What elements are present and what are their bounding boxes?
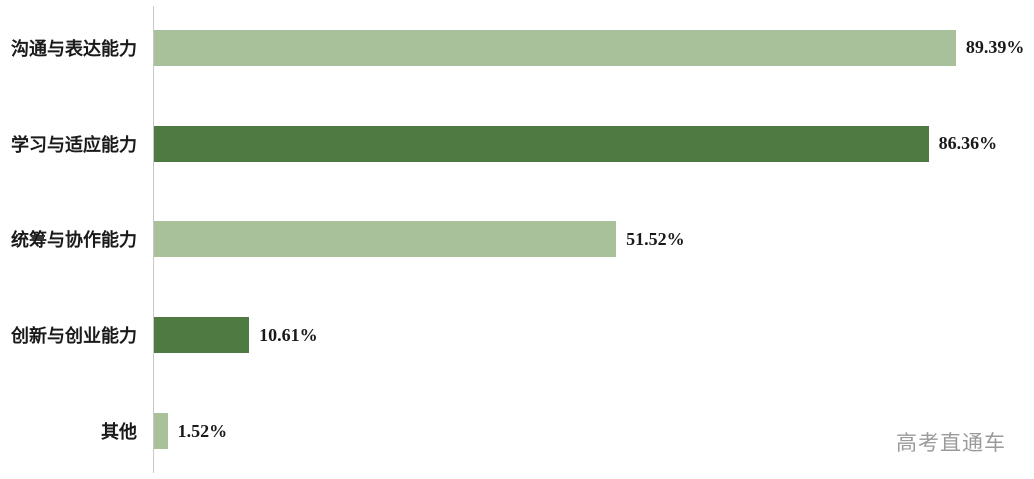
value-label: 86.36% [938,133,998,154]
value-label: 89.39% [965,37,1025,58]
bar-row: 学习与适应能力 86.36% [0,96,1034,192]
bar [154,125,929,162]
category-label: 学习与适应能力 [11,134,137,155]
bar-row: 沟通与表达能力 89.39% [0,0,1034,96]
bar-area: 1.52% [153,413,1034,450]
category-label: 创新与创业能力 [11,326,137,347]
value-label: 10.61% [259,324,318,345]
category-label: 沟通与表达能力 [11,38,137,59]
bar-row: 统筹与协作能力 51.52% [0,192,1034,288]
value-label: 51.52% [626,228,685,249]
bar-area: 51.52% [153,221,1034,258]
y-axis-line [153,6,154,473]
bar-row: 创新与创业能力 10.61% [0,287,1034,383]
bar [154,221,617,258]
bar [154,413,168,450]
value-label: 1.52% [177,420,228,441]
watermark: 高考直通车 [896,432,1006,455]
bar [154,29,956,66]
bar [154,317,250,354]
bar-area: 86.36% [153,125,1034,162]
bar-area: 89.39% [153,29,1034,66]
category-label: 统筹与协作能力 [11,230,137,251]
category-label: 其他 [101,422,137,443]
bar-area: 10.61% [153,317,1034,354]
bar-row: 其他 1.52% [0,383,1034,479]
